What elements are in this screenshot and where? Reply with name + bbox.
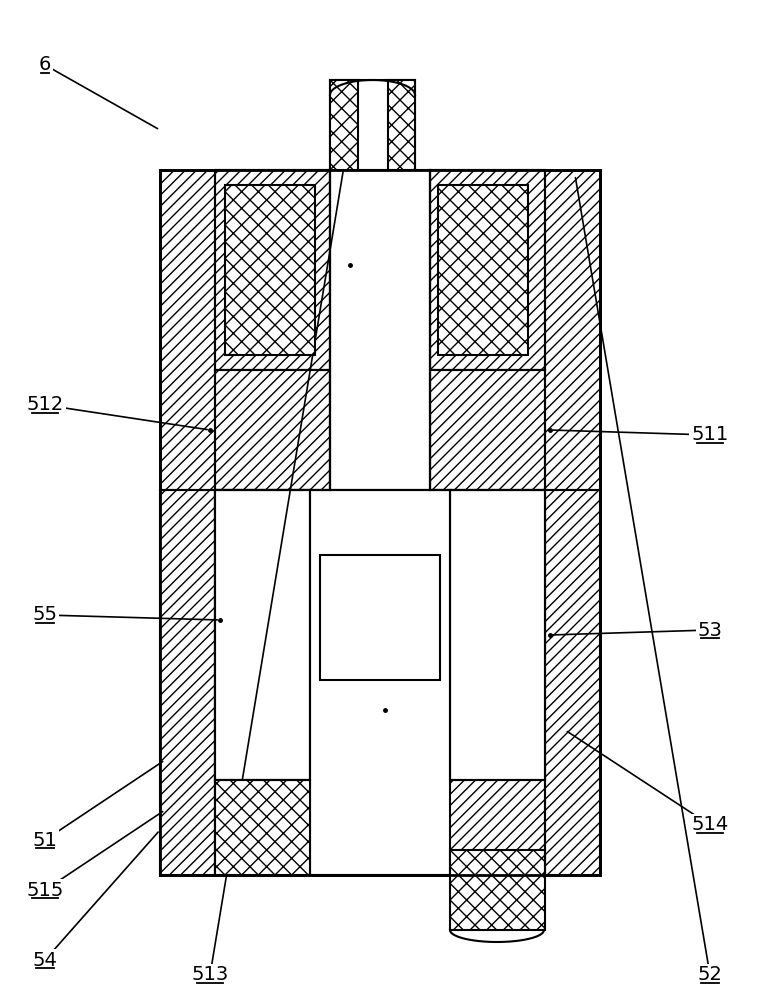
Bar [215, 490, 310, 780]
Text: 513: 513 [192, 966, 229, 984]
Bar [215, 170, 330, 490]
Bar [310, 490, 450, 875]
Bar [215, 170, 545, 490]
Bar [320, 555, 440, 680]
Text: 511: 511 [692, 426, 729, 444]
Bar [160, 170, 600, 875]
Text: 52: 52 [698, 966, 723, 984]
Bar [310, 490, 450, 875]
Bar [388, 80, 415, 170]
Bar [225, 185, 315, 355]
Bar [160, 490, 215, 875]
Bar [450, 850, 545, 930]
Bar [330, 170, 430, 490]
Bar [430, 170, 545, 370]
Text: 6: 6 [39, 55, 51, 75]
Bar [215, 490, 310, 780]
Text: 514: 514 [692, 816, 729, 834]
Text: 55: 55 [33, 605, 58, 624]
Bar [215, 170, 330, 370]
Text: 512: 512 [27, 395, 64, 414]
Bar [160, 170, 600, 875]
Bar [330, 80, 358, 170]
Bar [545, 490, 600, 875]
Bar [215, 370, 330, 490]
Bar [215, 780, 310, 875]
Bar [450, 490, 545, 780]
Bar [430, 170, 545, 490]
Text: 515: 515 [27, 880, 64, 900]
Bar [438, 185, 528, 355]
Bar [215, 490, 310, 875]
Text: 51: 51 [33, 830, 58, 850]
Bar [430, 370, 545, 490]
Text: 54: 54 [33, 950, 58, 970]
Text: 53: 53 [698, 620, 723, 640]
Bar [330, 80, 415, 170]
